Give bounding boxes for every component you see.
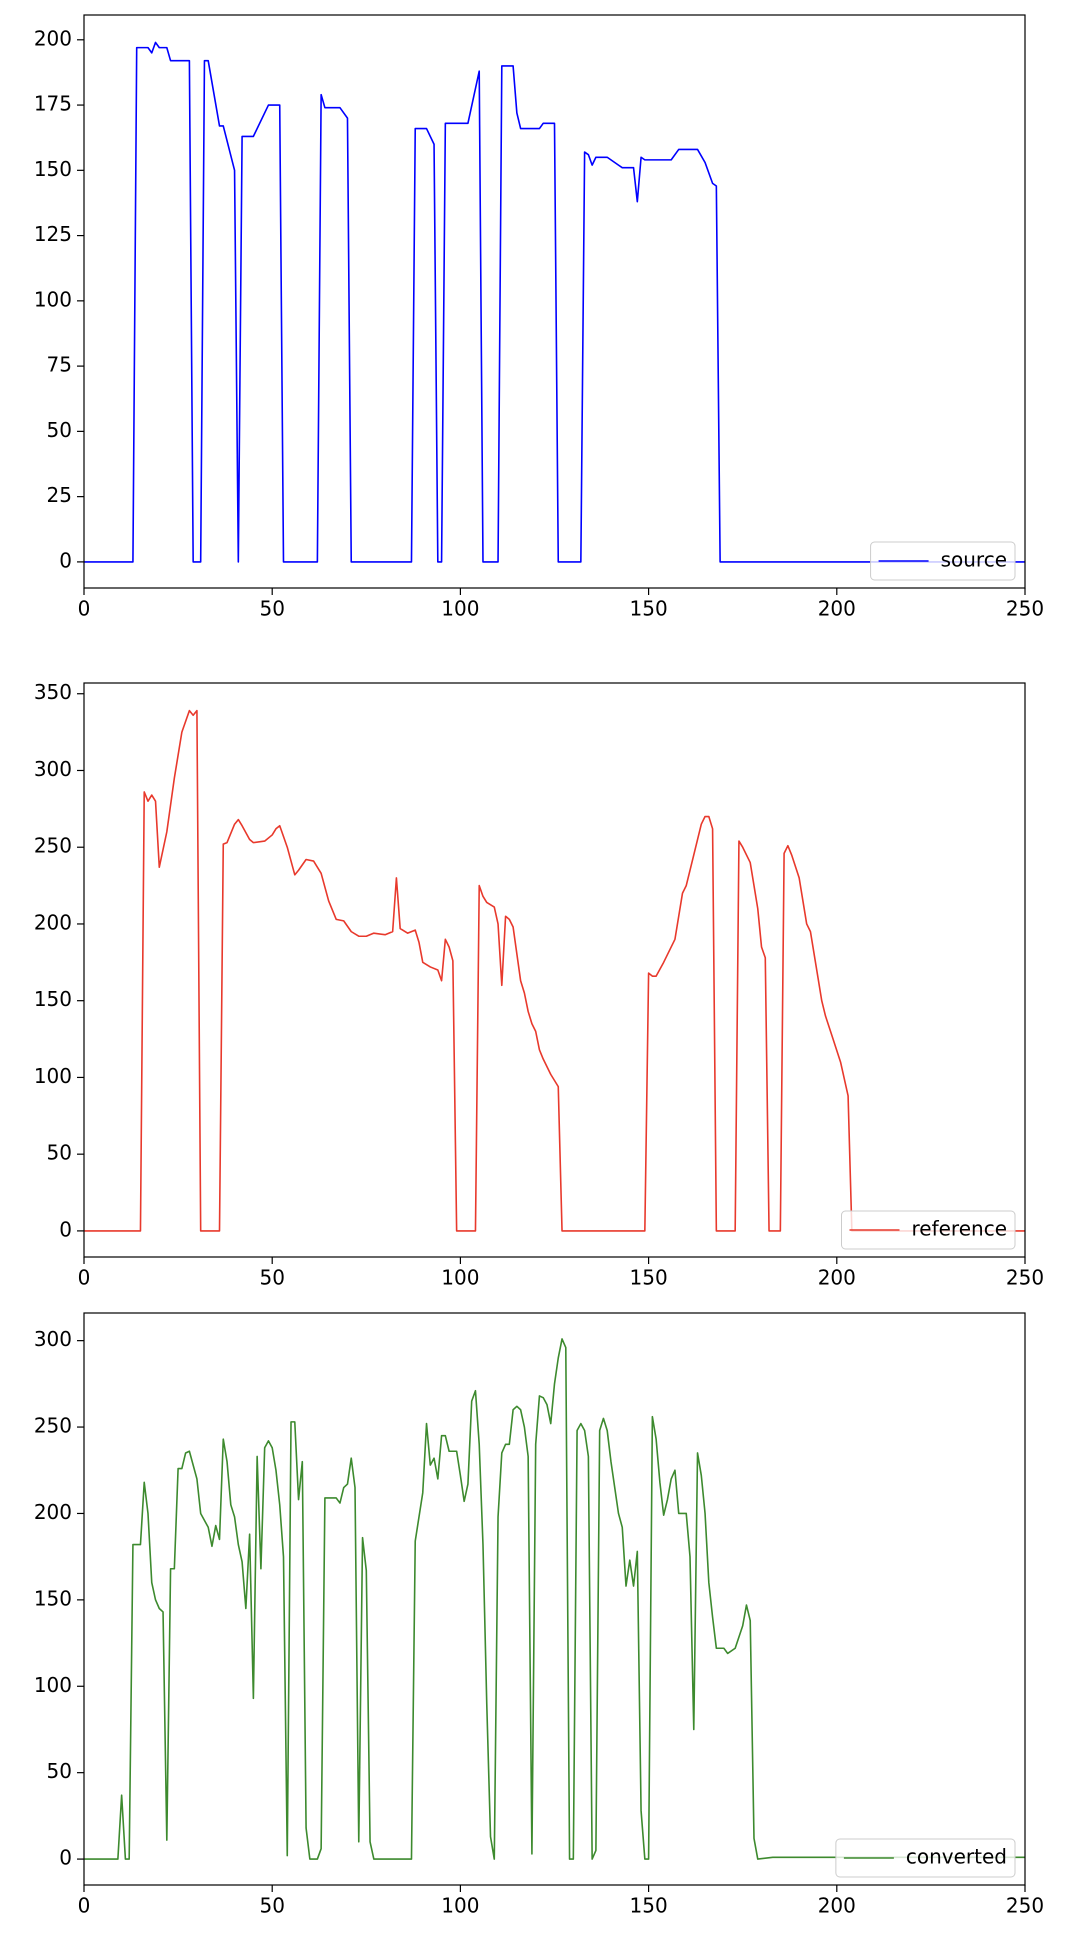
y-tick-label: 150 xyxy=(34,1586,72,1610)
legend-label: converted xyxy=(906,1845,1007,1869)
x-tick-label: 150 xyxy=(630,597,668,621)
legend-label: reference xyxy=(912,1217,1008,1241)
x-tick-label: 100 xyxy=(441,1894,479,1918)
legend-frame xyxy=(835,1838,1016,1878)
data-line xyxy=(84,709,1025,1232)
y-tick-label: 300 xyxy=(34,757,72,781)
y-tick-label: 75 xyxy=(47,353,72,377)
x-tick-label: 0 xyxy=(78,597,91,621)
x-tick-label: 50 xyxy=(259,1894,284,1918)
y-tick-label: 0 xyxy=(59,1846,72,1870)
legend-frame xyxy=(870,541,1016,581)
y-tick-label: 250 xyxy=(34,1414,72,1438)
y-tick-label: 100 xyxy=(34,1673,72,1697)
subplot: 0 50 100 150 200 250 300 0 50 100 150 200 250 convert… xyxy=(34,1312,1044,1918)
y-tick-label: 0 xyxy=(59,548,72,572)
y-tick-label: 200 xyxy=(34,910,72,934)
y-tick-label: 150 xyxy=(34,157,72,181)
legend-label: source xyxy=(941,548,1007,572)
x-tick-label: 200 xyxy=(818,1266,856,1290)
y-tick-label: 125 xyxy=(34,222,72,246)
data-line xyxy=(84,1338,1025,1860)
data-line xyxy=(84,41,1025,563)
x-tick-label: 250 xyxy=(1006,1266,1044,1290)
x-tick-label: 50 xyxy=(259,597,284,621)
x-tick-label: 250 xyxy=(1006,1894,1044,1918)
y-tick-label: 250 xyxy=(34,834,72,858)
x-tick-label: 50 xyxy=(259,1266,284,1290)
legend: source xyxy=(870,541,1016,581)
y-tick-label: 50 xyxy=(47,418,72,442)
y-tick-label: 300 xyxy=(34,1327,72,1351)
x-tick-label: 100 xyxy=(441,1266,479,1290)
x-tick-label: 150 xyxy=(630,1894,668,1918)
x-tick-label: 200 xyxy=(818,597,856,621)
x-tick-label: 200 xyxy=(818,1894,856,1918)
y-tick-label: 50 xyxy=(47,1759,72,1783)
y-tick-label: 100 xyxy=(34,1064,72,1088)
y-tick-label: 150 xyxy=(34,987,72,1011)
legend: reference xyxy=(841,1210,1016,1250)
x-tick-label: 0 xyxy=(78,1266,91,1290)
y-tick-label: 200 xyxy=(34,26,72,50)
subplot: 0 25 50 75 100 125 150 175 200 0 50 100 150 200 250 sou… xyxy=(34,14,1044,621)
x-tick-label: 100 xyxy=(441,597,479,621)
y-tick-label: 50 xyxy=(47,1141,72,1165)
y-tick-label: 350 xyxy=(34,680,72,704)
y-tick-label: 0 xyxy=(59,1217,72,1241)
x-tick-label: 250 xyxy=(1006,597,1044,621)
axes-frame xyxy=(83,682,1026,1258)
legend-frame xyxy=(841,1210,1016,1250)
x-tick-label: 0 xyxy=(78,1894,91,1918)
y-tick-label: 100 xyxy=(34,287,72,311)
subplot: 0 50 100 150 200 250 300 350 0 50 100 150 200 250 refe… xyxy=(34,680,1044,1289)
axes-frame xyxy=(83,1312,1026,1886)
x-tick-label: 150 xyxy=(630,1266,668,1290)
y-tick-label: 200 xyxy=(34,1500,72,1524)
legend: converted xyxy=(835,1838,1016,1878)
y-tick-label: 25 xyxy=(47,483,72,507)
axes-frame xyxy=(83,14,1026,589)
y-tick-label: 175 xyxy=(34,92,72,116)
